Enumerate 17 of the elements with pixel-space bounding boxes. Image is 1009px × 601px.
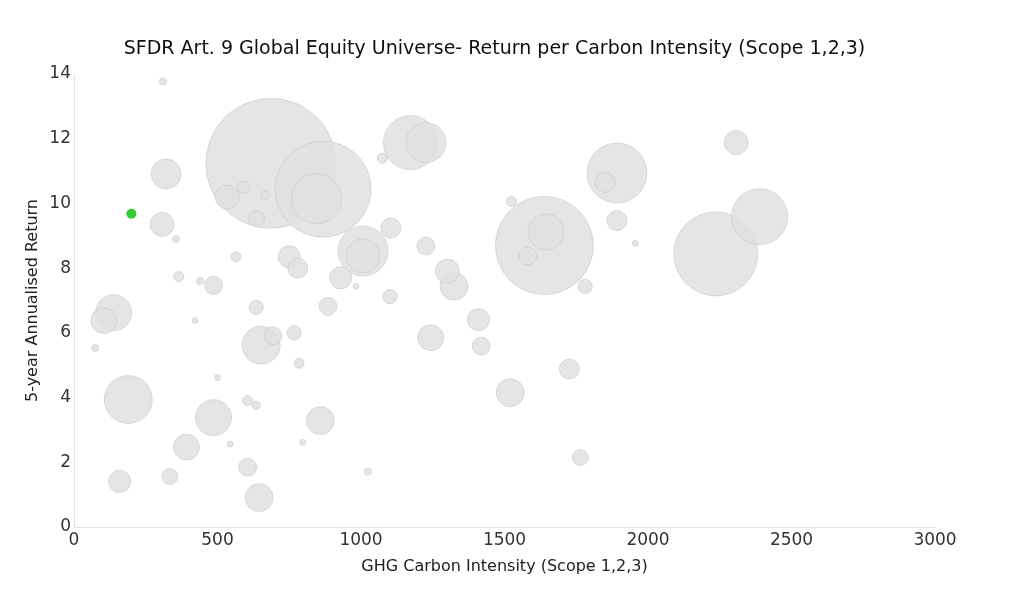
x-tick-label: 2500 <box>769 528 814 549</box>
x-tick-label: 3000 <box>913 528 957 549</box>
y-axis-title: 5-year Annualised Return <box>21 198 41 403</box>
y-tick-label: 14 <box>49 62 71 83</box>
y-tick-label: 2 <box>60 450 71 471</box>
y-tick-label: 12 <box>49 127 71 148</box>
y-tick-label: 0 <box>60 515 71 536</box>
y-tick-label: 4 <box>60 385 71 406</box>
x-tick-label: 1000 <box>339 528 383 549</box>
x-tick-label: 500 <box>201 528 234 549</box>
y-tick-label: 10 <box>49 191 71 212</box>
x-tick-label: 2000 <box>626 528 670 549</box>
y-tick-label: 6 <box>60 321 71 342</box>
y-tick-label: 8 <box>60 256 71 277</box>
x-tick-label: 1500 <box>482 528 527 549</box>
chart-title: SFDR Art. 9 Global Equity Universe- Return per Carbon Intensity (Scope 1,2,3) <box>123 35 866 58</box>
x-axis-title: GHG Carbon Intensity (Scope 1,2,3) <box>361 556 648 576</box>
